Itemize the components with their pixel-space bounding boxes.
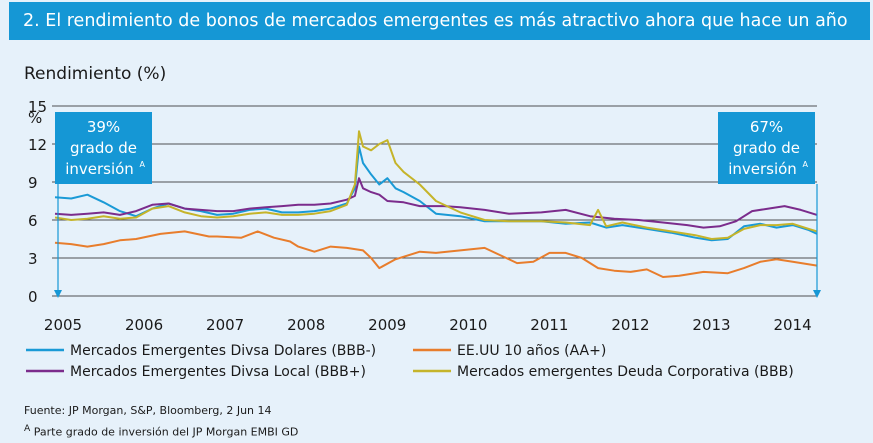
chart-title-banner: 2. El rendimiento de bonos de mercados e… [9,2,870,40]
annotation-pct: 39% [87,118,120,136]
x-tick-label: 2013 [692,316,730,334]
annotation-sup: A [803,160,809,169]
annotation-pct: 67% [750,118,783,136]
annotation-box-2 [718,112,815,184]
y-tick-label: 0 [28,288,38,306]
y-tick-label: 12 [28,136,47,154]
y-tick-label: 3 [28,250,38,268]
annotation-line1: grado de [70,139,137,157]
chart-footer: Fuente: JP Morgan, S&P, Bloomberg, 2 Jun… [24,402,298,442]
annotation-arrow-1 [54,290,62,298]
x-tick-label: 2009 [368,316,406,334]
annotation-box-1 [55,112,152,184]
annotation-line1: grado de [733,139,800,157]
series-line-4 [54,130,818,240]
annotation-line2: inversión [728,160,797,178]
y-tick-label: 15 [28,98,47,116]
series-line-2 [54,230,818,278]
annotation-sup: A [140,160,146,169]
annotation-line2: inversión [65,160,134,178]
legend-label-2: EE.UU 10 años (AA+) [457,343,606,359]
source-note: Fuente: JP Morgan, S&P, Bloomberg, 2 Jun… [24,404,272,417]
x-tick-label: 2006 [125,316,163,334]
series-line-3 [54,177,818,229]
x-tick-label: 2007 [206,316,244,334]
x-tick-label: 2012 [611,316,649,334]
chart-subtitle: Rendimiento (%) [24,64,167,84]
legend-label-3: Mercados Emergentes Divsa Local (BBB+) [70,364,366,380]
y-tick-label: 6 [28,212,38,230]
series-line-1 [54,145,818,242]
chart-title: 2. El rendimiento de bonos de mercados e… [23,11,848,31]
y-unit-label: % [28,109,42,127]
footnote: A Parte grado de inversión del JP Morgan… [24,420,298,442]
annotation-arrow-2 [813,290,821,298]
x-tick-label: 2014 [773,316,811,334]
x-tick-label: 2005 [44,316,82,334]
x-tick-label: 2011 [530,316,568,334]
x-tick-label: 2010 [449,316,487,334]
x-tick-label: 2008 [287,316,325,334]
legend-label-1: Mercados Emergentes Divsa Dolares (BBB-) [70,343,376,359]
footnote-text: Parte grado de inversión del JP Morgan E… [33,425,299,439]
footnote-marker: A [24,423,31,434]
legend-label-4: Mercados emergentes Deuda Corporativa (B… [457,364,794,380]
y-tick-label: 9 [28,174,38,192]
